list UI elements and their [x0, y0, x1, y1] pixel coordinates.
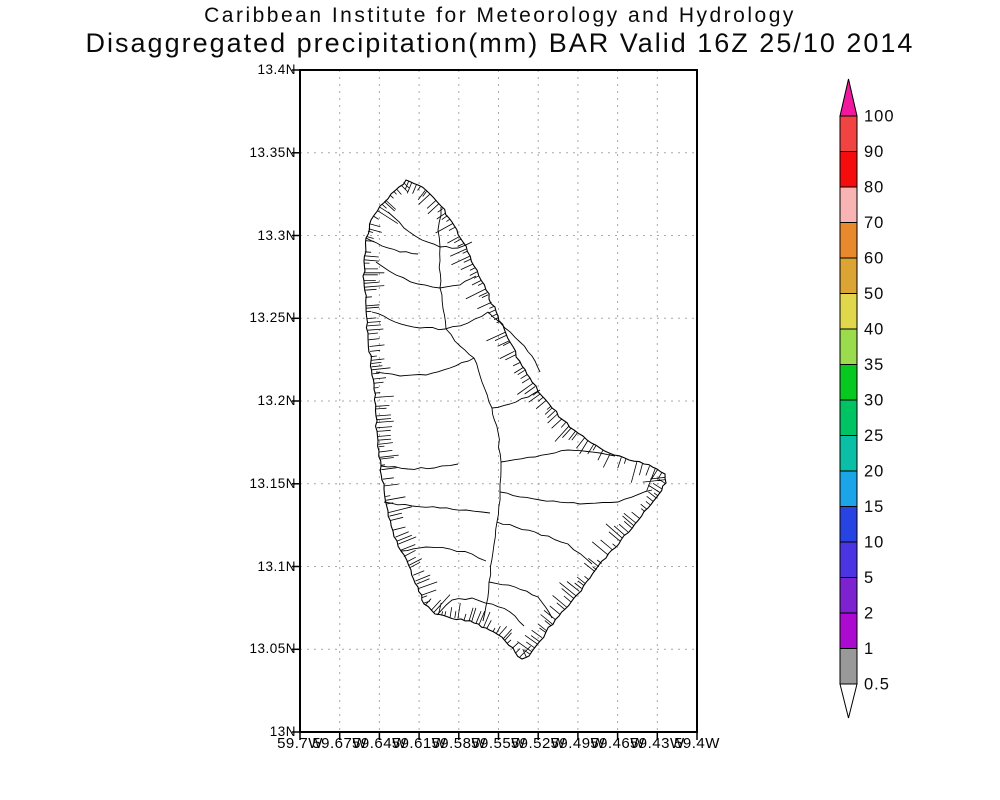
- lat-tick-label: 13.1N: [257, 558, 296, 574]
- colorbar-tick-label: 30: [864, 392, 884, 410]
- lon-tick-label: 59.4W: [674, 735, 720, 752]
- colorbar-segment: [839, 648, 858, 685]
- colorbar-segment: [839, 222, 858, 259]
- colorbar-svg: 100 90 80 70 60 50 40 35 30 25 20 15 10 5 2 1 0.5: [839, 78, 895, 719]
- lon-tick-label: 59.64W: [352, 735, 407, 752]
- colorbar-segment: [839, 577, 858, 614]
- colorbar-tick-label: 5: [864, 569, 874, 587]
- lat-tick-label: 13.2N: [257, 393, 296, 408]
- colorbar-tick-label: 2: [864, 605, 874, 623]
- lon-tick-label: 59.43W: [629, 735, 685, 752]
- colorbar-tick-label: 20: [864, 463, 884, 481]
- colorbar-segment: [839, 151, 858, 188]
- lon-tick-label: 59.55W: [471, 735, 526, 752]
- colorbar-segment: [839, 470, 858, 507]
- barbados-watershed-map: [362, 179, 667, 660]
- colorbar-tick-label: 50: [864, 285, 884, 303]
- colorbar-tick-label: 1: [864, 640, 874, 658]
- lon-tick-label: 59.58W: [431, 735, 487, 752]
- colorbar-tick-label: 0.5: [864, 676, 890, 694]
- colorbar-tick-label: 10: [864, 534, 884, 552]
- title-line-1: Caribbean Institute for Meteorology and …: [204, 4, 796, 27]
- lat-tick-label: 13.15N: [249, 475, 296, 491]
- gridlines: [300, 70, 697, 732]
- colorbar-tick-label: 60: [864, 250, 884, 268]
- lon-tick-label: 59.46W: [590, 735, 645, 752]
- colorbar-segment: [839, 435, 858, 472]
- colorbar-tick-label: 70: [864, 214, 884, 232]
- map-plot-svg: [292, 69, 698, 740]
- colorbar-segment: [839, 328, 858, 365]
- colorbar-segment: [839, 612, 858, 649]
- colorbar-segment: [839, 293, 858, 330]
- colorbar-segment: [839, 186, 858, 223]
- colorbar-tick-label: 35: [864, 356, 884, 374]
- colorbar-segment: [839, 541, 858, 578]
- lat-tick-label: 13.4N: [257, 62, 296, 77]
- lat-tick-label: 13.05N: [249, 641, 296, 657]
- colorbar-tick-label: 100: [864, 108, 895, 126]
- colorbar-segment: [839, 115, 858, 152]
- lon-tick-label: 59.67W: [312, 735, 368, 752]
- lon-tick-label: 59.7W: [277, 735, 323, 752]
- lat-tick-label: 13.35N: [249, 144, 296, 160]
- axis-ticks: [292, 69, 698, 740]
- lon-tick-label: 59.61W: [391, 735, 447, 752]
- coastal-watershed-hatching: [364, 180, 666, 658]
- colorbar-segment: [839, 399, 858, 436]
- colorbar-bottom-arrow: [839, 683, 858, 719]
- colorbar-segment: [839, 506, 858, 543]
- lat-tick-label: 13N: [269, 724, 296, 739]
- colorbar-tick-label: 15: [864, 498, 884, 516]
- lon-tick-label: 59.52W: [510, 735, 566, 752]
- title-line-2: Disaggregated precipitation(mm) BAR Vali…: [85, 28, 915, 58]
- colorbar-top-arrow: [839, 78, 858, 117]
- colorbar-segment: [839, 364, 858, 401]
- colorbar-tick-label: 25: [864, 427, 884, 445]
- colorbar-tick-label: 90: [864, 143, 884, 161]
- colorbar-segment: [839, 257, 858, 294]
- colorbar-tick-label: 40: [864, 321, 884, 339]
- lat-tick-label: 13.25N: [249, 310, 296, 326]
- lon-tick-label: 59.49W: [550, 735, 606, 752]
- colorbar-tick-label: 80: [864, 179, 884, 197]
- lat-tick-label: 13.3N: [257, 227, 296, 243]
